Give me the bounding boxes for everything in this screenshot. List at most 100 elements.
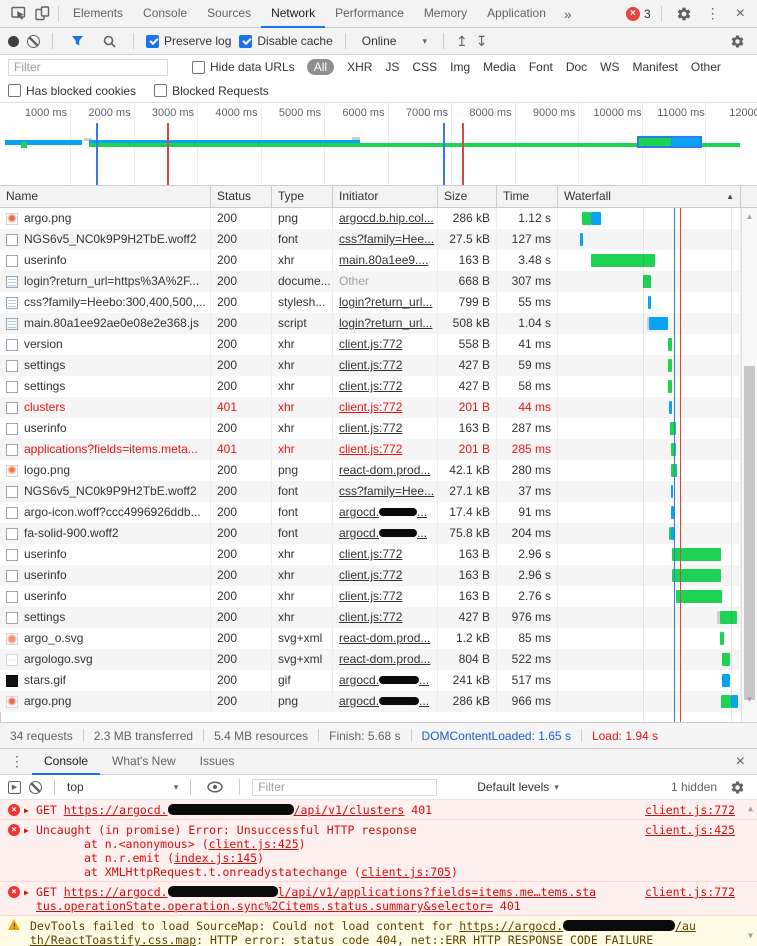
initiator-link[interactable]: argocd. bbox=[339, 526, 380, 540]
scroll-up-icon[interactable]: ▲ bbox=[748, 804, 753, 813]
source-location-link[interactable]: client.js:772 bbox=[644, 803, 735, 817]
log-levels-dropdown[interactable]: Default levels ▾ bbox=[477, 780, 559, 794]
device-toolbar-icon[interactable] bbox=[30, 2, 54, 26]
filter-funnel-icon[interactable] bbox=[65, 29, 89, 53]
initiator-link[interactable]: css?family=Hee... bbox=[339, 484, 435, 498]
console-filter-input[interactable] bbox=[252, 778, 438, 796]
message-link[interactable]: /au bbox=[675, 919, 696, 933]
drawer-tab-what-s-new[interactable]: What's New bbox=[112, 754, 176, 768]
column-header-initiator[interactable]: Initiator bbox=[333, 186, 438, 208]
tab-network[interactable]: Network bbox=[261, 0, 326, 28]
type-filter-doc[interactable]: Doc bbox=[565, 60, 588, 74]
initiator-link[interactable]: client.js:772 bbox=[339, 610, 403, 624]
table-row[interactable]: NGS6v5_NC0k9P9H2TbE.woff2 200 font css?fami… bbox=[0, 229, 757, 250]
tab-sources[interactable]: Sources bbox=[207, 6, 252, 20]
column-header-type[interactable]: Type bbox=[272, 186, 333, 208]
throttling-dropdown[interactable]: Online ▾ bbox=[358, 34, 431, 48]
blocked-requests-checkbox[interactable]: Blocked Requests bbox=[154, 84, 269, 98]
tab-memory[interactable]: Memory bbox=[423, 6, 468, 20]
drawer-menu-icon[interactable]: ⋮ bbox=[10, 753, 24, 769]
message-link[interactable]: https://argocd. bbox=[63, 803, 168, 817]
type-filter-css[interactable]: CSS bbox=[412, 60, 438, 74]
initiator-link[interactable]: client.js:772 bbox=[339, 547, 403, 561]
network-settings-gear-icon[interactable] bbox=[725, 29, 749, 53]
message-link[interactable]: https://argocd. bbox=[459, 919, 564, 933]
initiator-link[interactable]: main.80a1ee9.... bbox=[339, 253, 429, 267]
table-row[interactable]: argo-icon.woff?ccc4996926ddb... 200 font ar… bbox=[0, 502, 757, 523]
hide-data-urls-checkbox[interactable]: Hide data URLs bbox=[192, 60, 295, 74]
stack-frame-link[interactable]: client.js:425 bbox=[208, 837, 299, 851]
column-header-status[interactable]: Status bbox=[211, 186, 272, 208]
expand-triangle-icon[interactable]: ▶ bbox=[24, 826, 29, 835]
network-filter-input[interactable] bbox=[8, 58, 168, 76]
initiator-link[interactable]: argocd.b.hip.col... bbox=[339, 211, 434, 225]
tab-console[interactable]: Console bbox=[143, 6, 188, 20]
console-sidebar-toggle-icon[interactable]: ▶ bbox=[8, 780, 21, 794]
console-warning-message[interactable]: DevTools failed to load SourceMap: Could… bbox=[0, 916, 757, 946]
checkbox-unchecked[interactable] bbox=[8, 84, 21, 97]
table-row[interactable]: userinfo 200 xhr client.js:772 163 B 2.96 s bbox=[0, 565, 757, 586]
initiator-link[interactable]: client.js:772 bbox=[339, 379, 403, 393]
scroll-down-icon[interactable]: ▼ bbox=[748, 931, 753, 940]
initiator-link[interactable]: client.js:772 bbox=[339, 400, 403, 414]
more-tabs-button[interactable]: » bbox=[563, 5, 572, 22]
record-network-log-button[interactable] bbox=[8, 35, 19, 47]
type-filter-ws[interactable]: WS bbox=[600, 60, 620, 74]
scrollbar-thumb[interactable] bbox=[744, 366, 755, 700]
preserve-log-checkbox[interactable]: Preserve log bbox=[146, 34, 231, 48]
initiator-link[interactable]: client.js:772 bbox=[339, 589, 403, 603]
close-devtools-button[interactable]: × bbox=[735, 4, 745, 22]
tab-elements[interactable]: Elements bbox=[73, 6, 124, 20]
initiator-link[interactable]: argocd. bbox=[339, 505, 380, 519]
console-error-message[interactable]: × ▶ Uncaught (in promise) Error: Unsuccess… bbox=[0, 820, 757, 882]
export-har-icon[interactable]: ↧ bbox=[475, 33, 488, 49]
table-row[interactable]: login?return_url=https%3A%2F... 200 docume… bbox=[0, 271, 757, 292]
table-row[interactable]: argo_o.svg 200 svg+xml react-dom.prod... 1.2… bbox=[0, 628, 757, 649]
error-count-badge[interactable]: × 3 bbox=[625, 6, 651, 21]
table-row[interactable]: argologo.svg 200 svg+xml react-dom.prod... 8… bbox=[0, 649, 757, 670]
type-filter-xhr[interactable]: XHR bbox=[347, 60, 373, 74]
type-filter-font[interactable]: Font bbox=[528, 60, 553, 74]
overview-selection-block[interactable] bbox=[637, 136, 702, 148]
tab-performance[interactable]: Performance bbox=[335, 6, 404, 20]
table-row[interactable]: fa-solid-900.woff2 200 font argocd.... 75.8 … bbox=[0, 523, 757, 544]
search-icon[interactable] bbox=[97, 29, 121, 53]
has-blocked-cookies-checkbox[interactable]: Has blocked cookies bbox=[8, 84, 136, 98]
checkbox-unchecked[interactable] bbox=[154, 84, 168, 97]
message-link[interactable]: https://argocd. bbox=[63, 885, 168, 899]
message-link[interactable]: l/api/v1/applications?fields=items.me…te… bbox=[277, 885, 597, 899]
initiator-link[interactable]: css?family=Hee... bbox=[339, 232, 435, 246]
initiator-link[interactable]: argocd. bbox=[339, 694, 380, 708]
console-error-message[interactable]: × ▶ GET https://argocd. l/api/v1/applicatio… bbox=[0, 882, 757, 916]
message-link[interactable]: /api/v1/clusters bbox=[293, 803, 405, 817]
clear-network-log-button[interactable] bbox=[27, 34, 40, 48]
drawer-tab-issues[interactable]: Issues bbox=[199, 754, 235, 768]
type-filter-other[interactable]: Other bbox=[690, 60, 721, 74]
initiator-link[interactable]: client.js:772 bbox=[339, 568, 403, 582]
initiator-link[interactable]: react-dom.prod... bbox=[339, 631, 431, 645]
console-settings-gear-icon[interactable] bbox=[725, 775, 749, 799]
column-header-size[interactable]: Size bbox=[438, 186, 497, 208]
table-row[interactable]: main.80a1ee92ae0e08e2e368.js 200 script log… bbox=[0, 313, 757, 334]
initiator-link[interactable]: client.js:772 bbox=[339, 358, 403, 372]
source-location-link[interactable]: client.js:425 bbox=[644, 823, 735, 837]
table-row[interactable]: userinfo 200 xhr client.js:772 163 B 2.96 s bbox=[0, 544, 757, 565]
console-error-message[interactable]: × ▶ GET https://argocd. /api/v1/clusters 40… bbox=[0, 800, 757, 820]
close-drawer-button[interactable]: × bbox=[735, 752, 745, 770]
table-row[interactable]: argo.png 200 png argocd.b.hip.col... 286 kB 1… bbox=[0, 208, 757, 229]
column-header-time[interactable]: Time bbox=[497, 186, 558, 208]
table-row[interactable]: css?family=Heebo:300,400,500,... 200 style… bbox=[0, 292, 757, 313]
source-location-link[interactable]: client.js:772 bbox=[644, 885, 735, 899]
table-row[interactable]: argo.png 200 png argocd.... 286 kB 966 ms bbox=[0, 691, 757, 712]
message-link[interactable]: tus.operationState.operation.sync%2Citem… bbox=[36, 899, 493, 913]
tab-application[interactable]: Application bbox=[487, 6, 546, 20]
more-options-icon[interactable]: ⋮ bbox=[705, 5, 720, 21]
javascript-context-dropdown[interactable]: top ▾ bbox=[67, 780, 178, 794]
table-row[interactable]: NGS6v5_NC0k9P9H2TbE.woff2 200 font css?fami… bbox=[0, 481, 757, 502]
import-har-icon[interactable]: ↥ bbox=[455, 33, 468, 49]
initiator-link[interactable]: argocd. bbox=[339, 673, 380, 687]
checkbox-checked[interactable] bbox=[146, 34, 159, 48]
live-expression-eye-icon[interactable] bbox=[203, 775, 227, 799]
checkbox-checked[interactable] bbox=[239, 34, 253, 48]
settings-gear-icon[interactable] bbox=[672, 2, 696, 26]
